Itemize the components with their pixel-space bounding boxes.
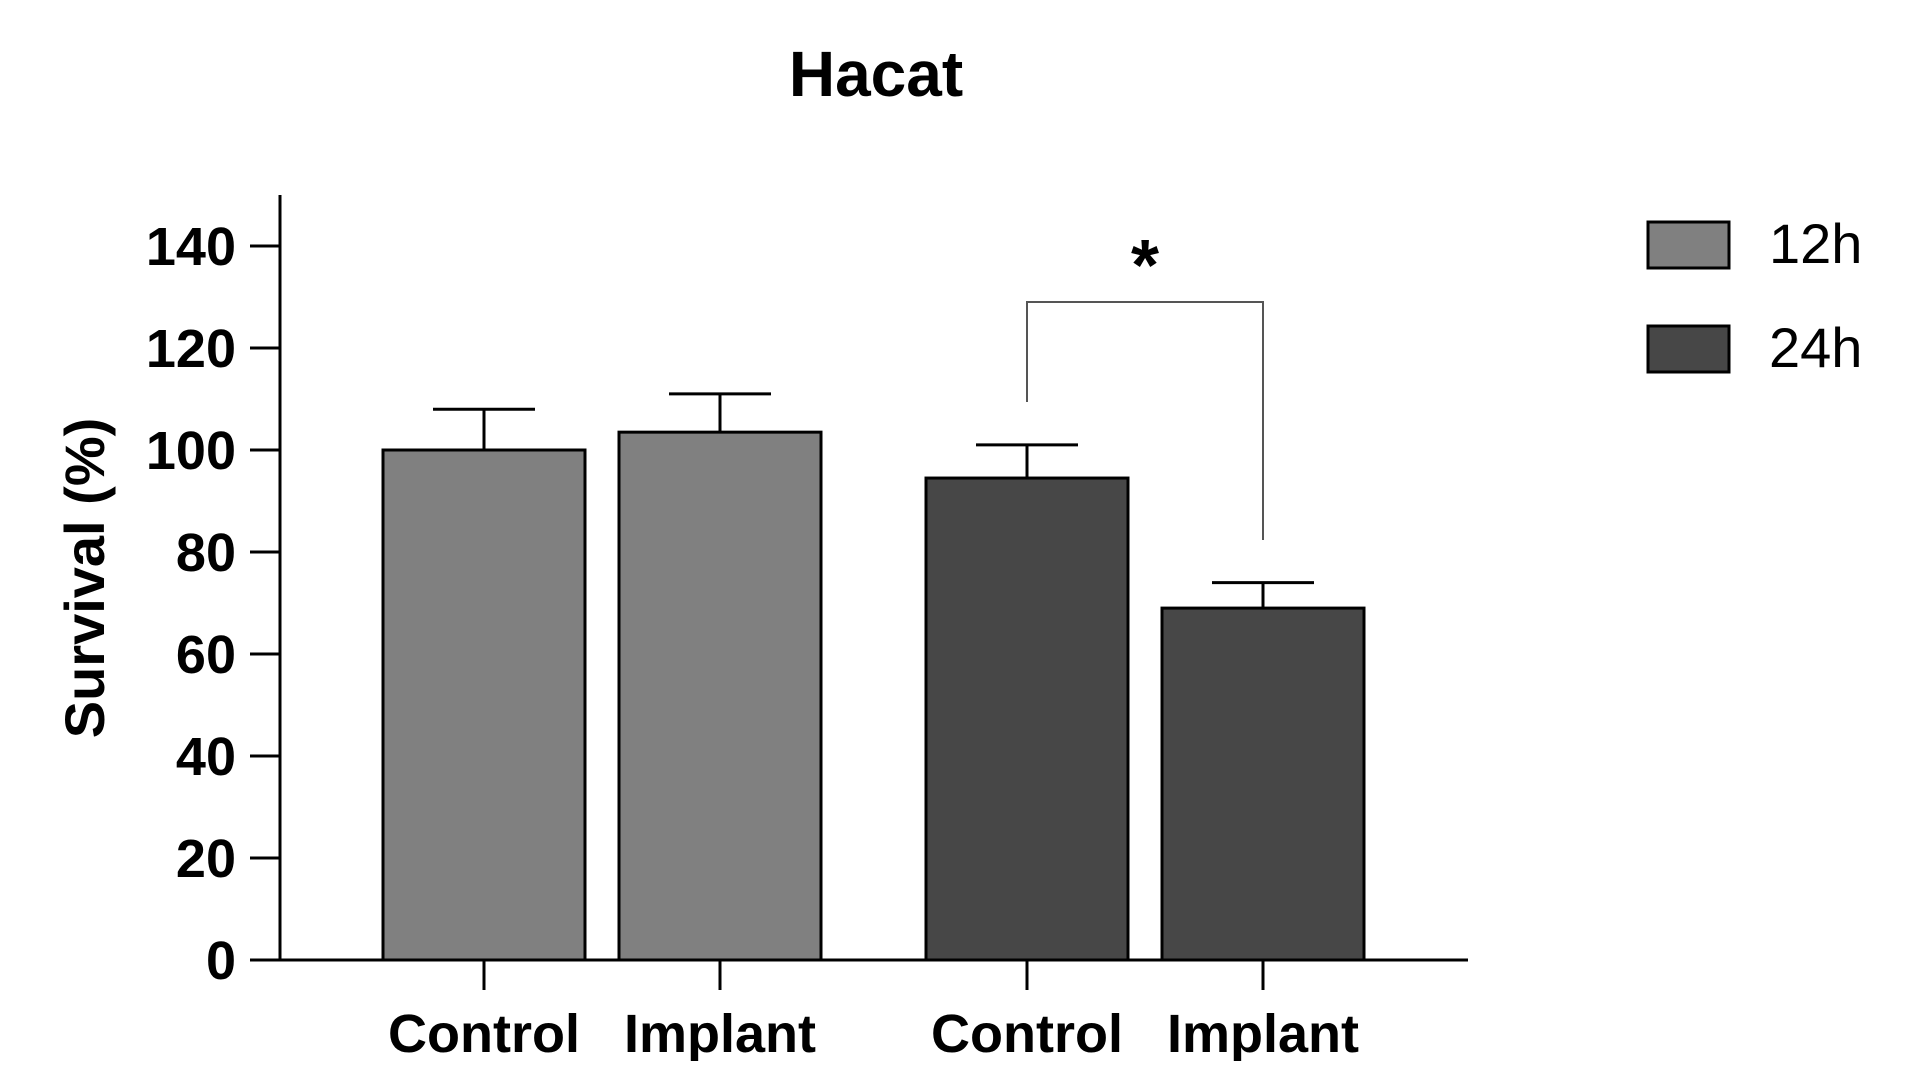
bar-control-12h bbox=[381, 448, 587, 962]
y-tick-label: 80 bbox=[176, 523, 236, 583]
y-tick-label: 60 bbox=[176, 625, 236, 685]
y-tick-label: 120 bbox=[146, 319, 236, 379]
bar-implant-24h bbox=[1160, 606, 1366, 962]
legend-swatch-12h bbox=[1646, 220, 1731, 270]
legend-label-12h: 12h bbox=[1769, 212, 1862, 275]
x-tick-label: Implant bbox=[1167, 1004, 1359, 1061]
legend-label-24h: 24h bbox=[1769, 316, 1862, 379]
x-tick-label: Control bbox=[931, 1004, 1123, 1061]
significance-marker: * bbox=[1131, 226, 1159, 306]
bar-control-24h bbox=[924, 476, 1130, 962]
x-tick-label: Control bbox=[388, 1004, 580, 1061]
y-tick-label: 0 bbox=[206, 931, 236, 991]
y-tick-label: 100 bbox=[146, 421, 236, 481]
y-tick-label: 20 bbox=[176, 829, 236, 889]
x-tick-label: Implant bbox=[624, 1004, 816, 1061]
significance-bracket bbox=[1026, 301, 1264, 540]
legend-swatch-24h bbox=[1646, 324, 1731, 374]
y-tick-label: 140 bbox=[146, 217, 236, 277]
y-axis-label: Survival (%) bbox=[53, 418, 116, 739]
chart-title: Hacat bbox=[789, 38, 963, 110]
bar-implant-12h bbox=[617, 430, 823, 962]
y-tick-label: 40 bbox=[176, 727, 236, 787]
